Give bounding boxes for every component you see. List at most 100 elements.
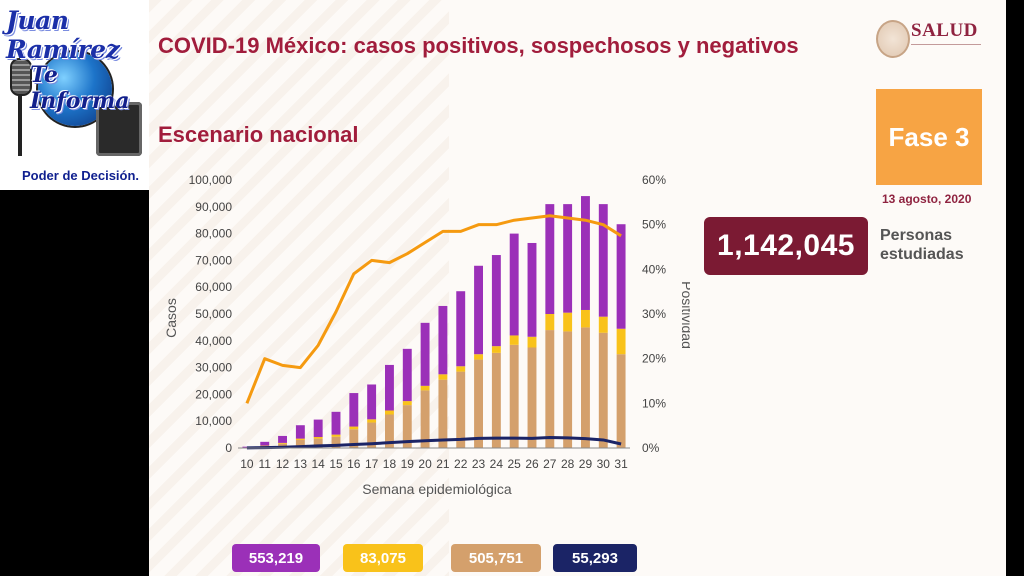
bar-segment-0 xyxy=(367,422,377,448)
bar-segment-2 xyxy=(420,322,430,386)
x-tick-label: 25 xyxy=(508,457,522,471)
bar-segment-0 xyxy=(563,331,573,448)
bar-segment-0 xyxy=(402,405,412,448)
y-tick-label: 20,000 xyxy=(195,387,232,401)
legend-total-0: 553,219 xyxy=(232,544,320,572)
bar-segment-1 xyxy=(474,354,483,360)
x-tick-label: 30 xyxy=(597,457,611,471)
bar-segment-1 xyxy=(367,419,377,423)
x-tick-label: 14 xyxy=(312,457,326,471)
y-tick-label: 10,000 xyxy=(195,414,232,428)
bar-segment-0 xyxy=(331,436,341,448)
bar-segment-0 xyxy=(581,327,590,448)
bar-segment-2 xyxy=(563,204,573,313)
people-studied-label: Personas estudiadas xyxy=(880,227,964,263)
people-studied-badge: 1,142,045 xyxy=(704,217,868,275)
bar-segment-2 xyxy=(438,305,448,375)
bar-segment-0 xyxy=(545,330,555,448)
bar-segment-0 xyxy=(295,439,305,448)
bar-segment-2 xyxy=(313,419,323,438)
page-subtitle: Escenario nacional xyxy=(158,122,359,147)
brand-underline xyxy=(911,44,981,45)
bar-segment-1 xyxy=(598,316,608,333)
bar-segment-2 xyxy=(349,393,359,427)
bar-segment-0 xyxy=(438,379,448,448)
bar-segment-1 xyxy=(456,366,466,372)
y-tick-label: 50,000 xyxy=(195,307,232,321)
y-tick-label: 70,000 xyxy=(195,253,232,267)
microphone-stand xyxy=(18,96,22,156)
x-axis-title: Semana epidemiológica xyxy=(362,481,512,497)
bar-segment-1 xyxy=(527,336,537,348)
bar-segment-2 xyxy=(527,242,537,337)
background-pattern xyxy=(149,0,449,576)
bar-segment-0 xyxy=(598,332,608,448)
bar-segment-1 xyxy=(331,434,341,437)
bar-segment-1 xyxy=(545,314,555,331)
bar-segment-1 xyxy=(313,437,323,439)
bar-segment-0 xyxy=(509,344,519,448)
bar-segment-0 xyxy=(527,347,537,448)
y-axis-title: Casos xyxy=(163,298,179,338)
y2-axis-title: Positividad xyxy=(679,281,690,349)
x-tick-label: 21 xyxy=(436,457,450,471)
bar-segment-2 xyxy=(385,364,394,411)
phase-label: Fase 3 xyxy=(888,121,970,152)
y-tick-label: 60,000 xyxy=(195,280,232,294)
x-tick-label: 13 xyxy=(294,457,308,471)
bar-segment-1 xyxy=(581,309,590,328)
bar-segment-2 xyxy=(402,348,412,402)
bar-segment-1 xyxy=(616,328,626,355)
bar-segment-2 xyxy=(331,411,341,435)
channel-logo: Juan Ramírez Te Informa Poder de Decisió… xyxy=(0,0,149,190)
bar-segment-2 xyxy=(456,291,466,367)
bar-segment-2 xyxy=(260,441,270,446)
bar-segment-0 xyxy=(491,352,501,448)
logo-line-1: Juan Ramírez xyxy=(6,6,120,64)
x-tick-label: 31 xyxy=(614,457,628,471)
bar-segment-2 xyxy=(295,425,305,439)
x-tick-label: 16 xyxy=(347,457,361,471)
bar-segment-1 xyxy=(563,312,573,332)
mexico-coat-of-arms-icon xyxy=(876,20,910,58)
y-tick-label: 0 xyxy=(225,441,232,455)
legend-total-2: 505,751 xyxy=(451,544,541,572)
bar-segment-1 xyxy=(402,401,412,406)
x-tick-label: 15 xyxy=(329,457,343,471)
x-tick-label: 19 xyxy=(401,457,415,471)
x-tick-label: 17 xyxy=(365,457,379,471)
bar-segment-1 xyxy=(385,410,394,415)
bar-segment-1 xyxy=(295,438,305,440)
y-tick-label: 30,000 xyxy=(195,361,232,375)
bar-segment-0 xyxy=(385,414,394,448)
bar-segment-2 xyxy=(278,435,287,443)
bar-segment-2 xyxy=(491,255,501,347)
bar-segment-0 xyxy=(474,359,483,448)
x-tick-label: 22 xyxy=(454,457,468,471)
y-tick-label: 40,000 xyxy=(195,334,232,348)
bar-segment-1 xyxy=(438,374,448,380)
bar-segment-2 xyxy=(598,204,608,317)
bar-segment-2 xyxy=(367,384,377,420)
page-title: COVID-19 México: casos positivos, sospec… xyxy=(158,33,799,58)
x-tick-label: 24 xyxy=(490,457,504,471)
y-tick-label: 80,000 xyxy=(195,227,232,241)
y2-tick-label: 0% xyxy=(642,441,660,455)
bar-segment-1 xyxy=(278,442,287,444)
x-tick-label: 10 xyxy=(240,457,254,471)
bar-segment-2 xyxy=(616,224,626,329)
x-tick-label: 12 xyxy=(276,457,290,471)
phase-badge: Fase 3 xyxy=(876,89,982,185)
bar-segment-1 xyxy=(491,346,501,353)
legend-total-3: 55,293 xyxy=(553,544,637,572)
bar-segment-1 xyxy=(420,385,430,391)
y2-tick-label: 40% xyxy=(642,262,666,276)
y2-tick-label: 50% xyxy=(642,218,666,232)
y2-tick-label: 10% xyxy=(642,396,666,410)
x-tick-label: 29 xyxy=(579,457,593,471)
y-tick-label: 100,000 xyxy=(189,173,233,187)
y2-tick-label: 60% xyxy=(642,173,666,187)
report-date: 13 agosto, 2020 xyxy=(882,192,972,206)
bar-segment-0 xyxy=(420,390,430,448)
bar-segment-2 xyxy=(581,196,590,310)
